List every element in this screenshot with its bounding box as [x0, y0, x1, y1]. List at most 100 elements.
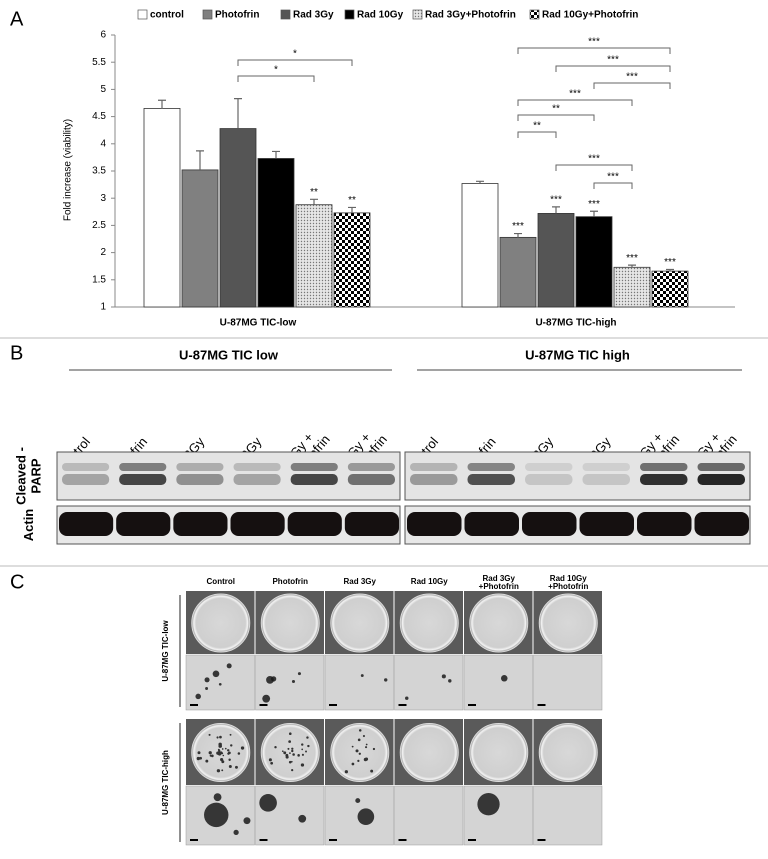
blot-membrane: [56, 505, 401, 545]
significance-label: **: [310, 187, 318, 198]
colony: [197, 751, 201, 755]
blot-band: [344, 512, 399, 536]
legend-label: control: [150, 10, 184, 21]
error-bar: [272, 150, 280, 159]
colony: [228, 758, 231, 761]
blot-band: [62, 463, 110, 471]
colony: [220, 757, 224, 762]
comparison-bracket: [593, 82, 671, 89]
blot-band: [59, 512, 114, 536]
legend-swatch: [412, 9, 423, 20]
colony: [448, 679, 452, 683]
colony: [213, 793, 222, 802]
legend-swatch: [137, 9, 148, 20]
row-label: Cleaved -PARP: [14, 447, 44, 505]
x-tick-label: U-87MG TIC-high: [535, 318, 616, 329]
y-tick-label: 1.5: [92, 274, 106, 285]
column-label-line: Rad 10Gy: [550, 574, 587, 583]
significance-label: ***: [512, 221, 524, 232]
colony: [358, 752, 361, 755]
legend-label: Rad 3Gy: [293, 10, 334, 21]
colony: [218, 742, 222, 747]
colony: [300, 763, 305, 767]
legend-swatch: [280, 9, 291, 20]
culture-dish: [399, 723, 459, 782]
blot-band: [640, 463, 688, 471]
comparison-label: **: [552, 104, 560, 115]
colony: [301, 753, 305, 756]
row-label-line: Cleaved -: [14, 447, 29, 505]
culture-dish: [330, 593, 390, 653]
colony: [344, 770, 348, 774]
comparison-bracket: [517, 131, 557, 138]
colony: [500, 674, 508, 682]
colony: [218, 682, 222, 686]
colony: [226, 663, 232, 669]
colony: [195, 693, 201, 700]
colony: [357, 738, 361, 742]
comparison-label: *: [274, 65, 278, 76]
colony: [228, 764, 232, 768]
colony: [216, 769, 221, 773]
comparison-bracket: [555, 164, 633, 171]
colony: [351, 762, 355, 766]
significance-label: ***: [626, 253, 638, 264]
blot-band: [116, 512, 171, 536]
colony: [205, 759, 209, 763]
colony: [285, 755, 289, 759]
colony: [301, 743, 304, 746]
legend-label: Rad 3Gy+Photofrin: [425, 10, 516, 21]
colony: [218, 749, 221, 753]
column-label-line: Rad 10Gy: [411, 577, 448, 586]
legend-label: Rad 10Gy: [357, 10, 404, 21]
column-label-line: Control: [207, 577, 235, 586]
column-label: Control: [207, 577, 235, 586]
zoom-tile: [463, 654, 533, 711]
column-label-line: +Photofrin: [479, 582, 519, 591]
colony: [216, 736, 219, 739]
colony: [441, 674, 446, 679]
colony: [288, 732, 292, 736]
colony: [298, 814, 307, 823]
blot-band: [233, 474, 281, 485]
error-bar: [666, 268, 674, 272]
y-tick-label: 6: [100, 30, 106, 41]
blot-band: [176, 474, 224, 485]
colony: [307, 744, 310, 748]
error-bar: [628, 264, 636, 268]
comparison-label: ***: [588, 154, 600, 165]
y-axis-label: Fold increase (viability): [63, 119, 74, 221]
blot-band: [579, 512, 634, 536]
colony: [274, 746, 277, 749]
colony: [370, 769, 374, 773]
x-tick-label: U-87MG TIC-low: [220, 318, 297, 329]
column-label-line: Rad 3Gy: [344, 577, 377, 586]
colony: [221, 769, 224, 772]
y-tick-label: 5.5: [92, 57, 106, 68]
comparison-label: ***: [569, 89, 581, 100]
blot-band: [287, 512, 342, 536]
blot-band: [525, 474, 573, 485]
error-bar: [552, 206, 560, 214]
error-bar: [348, 206, 356, 213]
blot-band: [582, 463, 630, 471]
error-bar: [476, 180, 484, 184]
colony: [288, 740, 291, 743]
blot-band: [467, 474, 515, 485]
culture-dish: [191, 593, 251, 653]
blot-membrane: [404, 505, 751, 545]
comparison-bracket: [593, 182, 633, 189]
colony: [268, 758, 272, 762]
colony: [234, 765, 238, 769]
zoom-tile: [324, 654, 394, 711]
colony: [306, 736, 309, 739]
comparison-label: ***: [626, 72, 638, 83]
significance-label: ***: [588, 199, 600, 210]
comparison-bracket: [517, 114, 595, 121]
panel-label: B: [10, 342, 23, 364]
colony: [355, 798, 361, 804]
bar: [461, 183, 499, 308]
culture-dish: [538, 723, 598, 782]
colony: [229, 733, 232, 736]
colony: [212, 670, 220, 678]
